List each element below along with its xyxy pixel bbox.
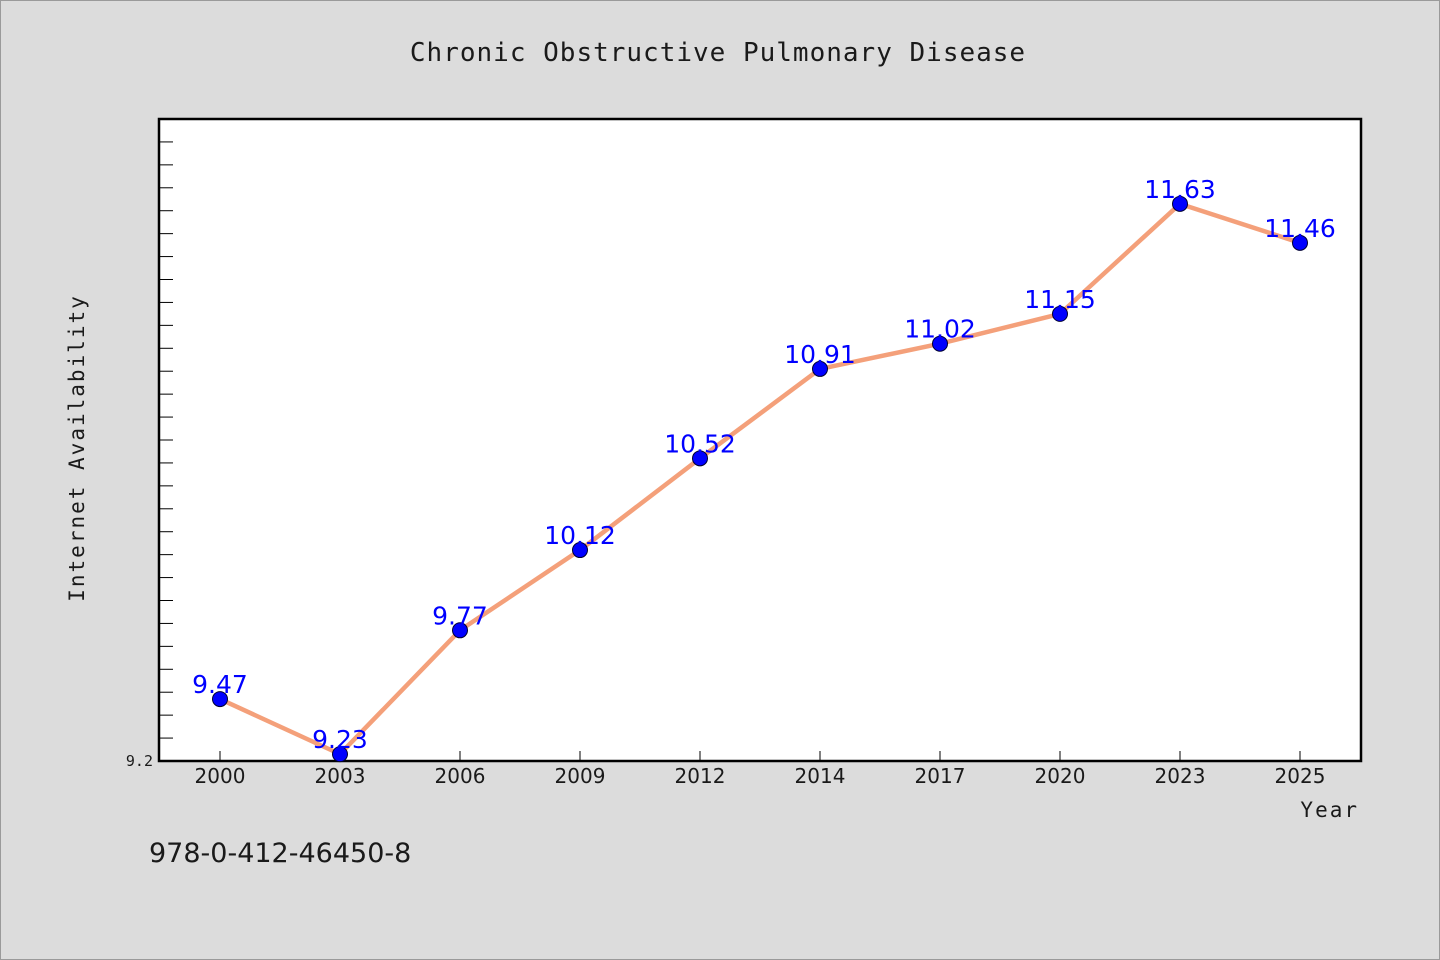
x-tick-label: 2020	[1035, 764, 1086, 788]
data-label: 11.63	[1144, 175, 1216, 204]
data-point	[212, 691, 228, 708]
x-axis-tick-labels: 2000 2003 2006 2009 2012 2014 2017 2020 2023 2025	[195, 764, 1326, 788]
y-axis-ticks	[159, 141, 173, 739]
data-point	[812, 360, 828, 377]
plot-area	[157, 117, 1363, 763]
x-tick-label: 2012	[675, 764, 726, 788]
x-tick-label: 2003	[315, 764, 366, 788]
x-tick-label: 2025	[1275, 764, 1326, 788]
data-point	[572, 542, 588, 559]
data-label: 10.91	[784, 340, 856, 369]
x-tick-label: 2014	[795, 764, 846, 788]
data-point	[332, 746, 348, 763]
data-label: 11.46	[1264, 214, 1336, 243]
data-labels: 9.47 9.23 9.77 10.12 10.52 10.91 11.02 11.15 11.…	[192, 175, 1336, 754]
data-point	[1292, 234, 1308, 251]
x-tick-label: 2006	[435, 764, 486, 788]
y-tick-label: 9.2	[126, 752, 153, 770]
isbn-label: 978-0-412-46450-8	[149, 838, 411, 869]
data-label: 9.23	[312, 725, 368, 754]
y-axis-tick-labels: 9.2	[126, 752, 153, 770]
series-line	[217, 201, 1303, 757]
data-point	[692, 450, 708, 467]
x-tick-label: 2009	[555, 764, 606, 788]
x-axis-label: Year	[1300, 798, 1359, 822]
data-point	[1052, 305, 1068, 322]
data-label: 9.77	[432, 601, 488, 630]
y-axis-label: Internet Availability	[65, 294, 89, 602]
data-label: 10.52	[664, 429, 736, 458]
data-label: 10.12	[544, 521, 616, 550]
data-label: 11.15	[1024, 285, 1096, 314]
x-tick-label: 2000	[195, 764, 246, 788]
x-tick-label: 2023	[1155, 764, 1206, 788]
chart-title: Chronic Obstructive Pulmonary Disease	[410, 38, 1026, 68]
data-point	[1172, 195, 1188, 212]
x-tick-label: 2017	[915, 764, 966, 788]
data-label: 9.47	[192, 670, 248, 699]
data-label: 11.02	[904, 315, 976, 344]
data-point	[932, 335, 948, 352]
series-markers	[212, 195, 1308, 763]
data-point	[452, 622, 468, 639]
